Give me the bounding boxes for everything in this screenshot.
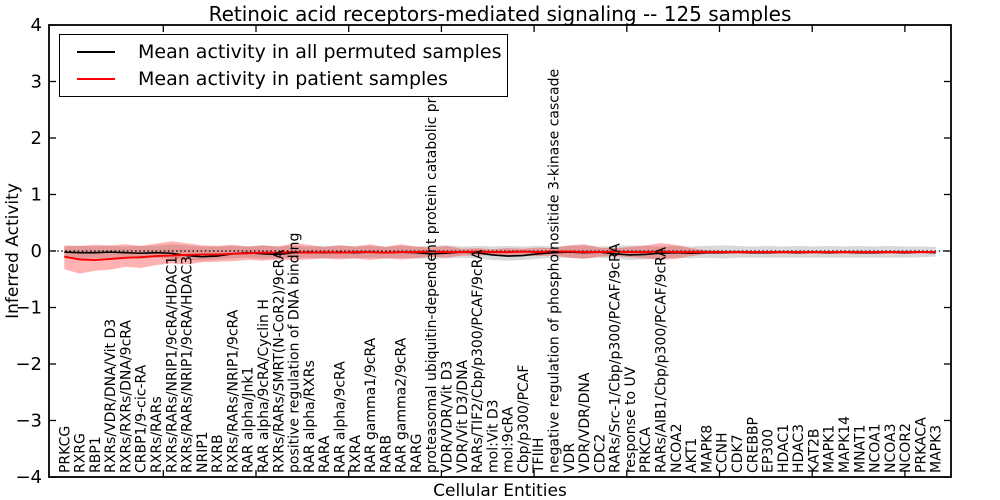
x-category-label: VDR [562, 443, 578, 473]
x-category-label: RAR alpha/9cRA [332, 361, 348, 473]
chart-title: Retinoic acid receptors-mediated signali… [208, 2, 792, 26]
x-category-label: EP300 [761, 429, 777, 473]
y-tick-label: 2 [31, 128, 42, 149]
x-category-label: RAR gamma2/9cRA [394, 337, 410, 473]
x-category-label: RARs/TIF2/Cbp/p300/PCAF/9cRA [470, 249, 486, 473]
x-category-label: RARs/Src-1/Cbp/p300/PCAF/9cRA [608, 243, 624, 473]
y-tick-label: 0 [31, 241, 42, 262]
legend-item-patient: Mean activity in patient samples [77, 68, 507, 90]
x-category-label: VDR/VDR/Vit D3 [439, 361, 455, 473]
x-category-label: NRIP1 [195, 431, 211, 473]
x-category-label: AKT1 [684, 438, 700, 473]
y-axis-label: Inferred Activity [3, 183, 23, 319]
x-category-label: NCOA2 [669, 423, 685, 473]
x-category-label: RARs/AIB1/Cbp/p300/PCAF/9cRA [654, 247, 670, 473]
x-category-label: PRKACA [913, 417, 929, 473]
x-category-label: MNAT1 [852, 424, 868, 473]
x-category-label: RAR alpha/Jnk1 [241, 367, 257, 473]
x-category-label: RXRs/RARs/NRIP1/9cRA/HDAC1 [164, 256, 180, 473]
x-category-label: PRKCA [638, 427, 654, 473]
x-category-label: RXRs/RARs/SMRT(N-CoR2)/9cRA [271, 249, 287, 473]
x-category-label: RBP1 [88, 436, 104, 473]
x-category-label: MAPK14 [837, 416, 853, 473]
x-category-label: RXRB [210, 434, 226, 473]
x-category-label: MAPK3 [929, 425, 945, 473]
x-category-label: RXRs/RARs/NRIP1/9cRA/HDAC3 [180, 256, 196, 473]
x-category-label: positive regulation of DNA binding [287, 233, 303, 473]
x-category-label: RXRs/VDR/DNA/Vit D3 [103, 319, 119, 473]
x-category-label: CREBBP [745, 417, 761, 473]
y-tick-label: 4 [31, 15, 42, 36]
x-category-label: negative regulation of phosphoinositide … [547, 69, 563, 473]
x-category-label: RXRs/RARs/NRIP1/9cRA [225, 309, 241, 473]
x-category-label: NCOR2 [898, 423, 914, 473]
x-category-label: MAPK1 [822, 425, 838, 473]
x-category-label: CDC2 [592, 434, 608, 473]
legend-item-permuted: Mean activity in all permuted samples [77, 41, 507, 63]
x-category-label: VDR/Vit D3/DNA [455, 359, 471, 473]
x-category-label: NCOA1 [868, 423, 884, 473]
legend-label-permuted: Mean activity in all permuted samples [138, 40, 502, 63]
x-category-label: RAR alpha/RXRs [302, 360, 318, 473]
patient-line-sample-icon [77, 78, 115, 81]
x-category-label: CRBP1/9-cic-RA [134, 364, 150, 473]
x-category-label: RARG [409, 434, 425, 473]
x-category-label: RXRG [73, 433, 89, 473]
x-category-label: proteasomal ubiquitin-dependent protein … [424, 58, 440, 473]
x-category-label: CCNH [715, 432, 731, 473]
x-category-label: PRKCG [57, 426, 73, 473]
y-tick-label: −4 [15, 467, 42, 488]
y-tick-label: 1 [31, 185, 42, 206]
x-category-label: HDAC1 [776, 424, 792, 473]
permuted-line-sample-icon [77, 50, 115, 53]
x-category-label: RXRs/RXRs/DNA/9cRA [118, 320, 134, 473]
x-category-label: RXRA [348, 435, 364, 473]
x-category-label: MAPK8 [699, 425, 715, 473]
x-category-label: VDR/VDR/DNA [577, 372, 593, 473]
patient-band [64, 241, 936, 274]
x-category-label: response to UV [623, 366, 639, 473]
x-category-label: NCOA3 [883, 423, 899, 473]
x-category-label: Cbp/p300/PCAF [516, 365, 532, 473]
x-category-label: RARA [317, 435, 333, 473]
x-category-label: RXRs/RARs [149, 396, 165, 473]
x-category-label: RARB [378, 435, 394, 473]
x-category-label: CDK7 [730, 434, 746, 473]
x-category-label: RAR gamma1/9cRA [363, 337, 379, 473]
x-category-label: HDAC3 [791, 424, 807, 473]
y-tick-label: −3 [15, 411, 42, 432]
legend-label-patient: Mean activity in patient samples [138, 68, 448, 91]
x-category-label: KAT2B [806, 429, 822, 474]
y-tick-label: −1 [15, 298, 42, 319]
x-category-label: mol:9cRA [501, 406, 517, 473]
y-tick-label: −2 [15, 354, 42, 375]
y-tick-label: 3 [31, 72, 42, 93]
x-category-label: mol:Vit D3 [485, 399, 501, 473]
patient-mean-line [64, 250, 936, 261]
x-axis-label: Cellular Entities [433, 481, 567, 500]
x-category-label: TFIIH [531, 438, 547, 474]
x-category-label: RAR alpha/9cRA/Cyclin H [256, 299, 272, 473]
legend: Mean activity in all permuted samples Me… [59, 34, 508, 97]
